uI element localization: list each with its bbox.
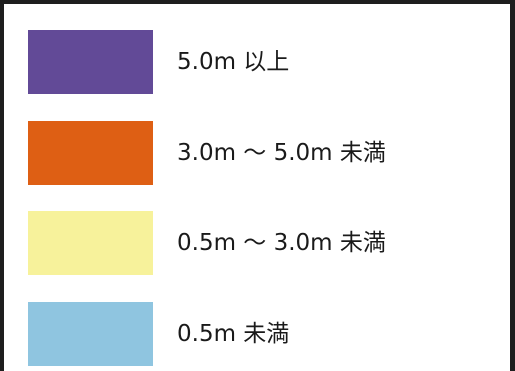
legend-label: 0.5m ～ 3.0m 未満 bbox=[177, 230, 386, 256]
legend-swatch bbox=[28, 211, 153, 275]
legend-swatch bbox=[28, 30, 153, 94]
legend-item-0-5m-to-3m: 0.5m ～ 3.0m 未満 bbox=[28, 211, 498, 277]
legend-item-under-0-5m: 0.5m 未満 bbox=[28, 302, 498, 368]
legend-item-3m-to-5m: 3.0m ～ 5.0m 未満 bbox=[28, 121, 498, 187]
legend-label: 3.0m ～ 5.0m 未満 bbox=[177, 140, 386, 166]
legend-swatch bbox=[28, 302, 153, 366]
legend-label: 0.5m 未満 bbox=[177, 321, 290, 347]
legend-label: 5.0m 以上 bbox=[177, 49, 290, 75]
legend-swatch bbox=[28, 121, 153, 185]
legend-item-5m-plus: 5.0m 以上 bbox=[28, 30, 498, 96]
